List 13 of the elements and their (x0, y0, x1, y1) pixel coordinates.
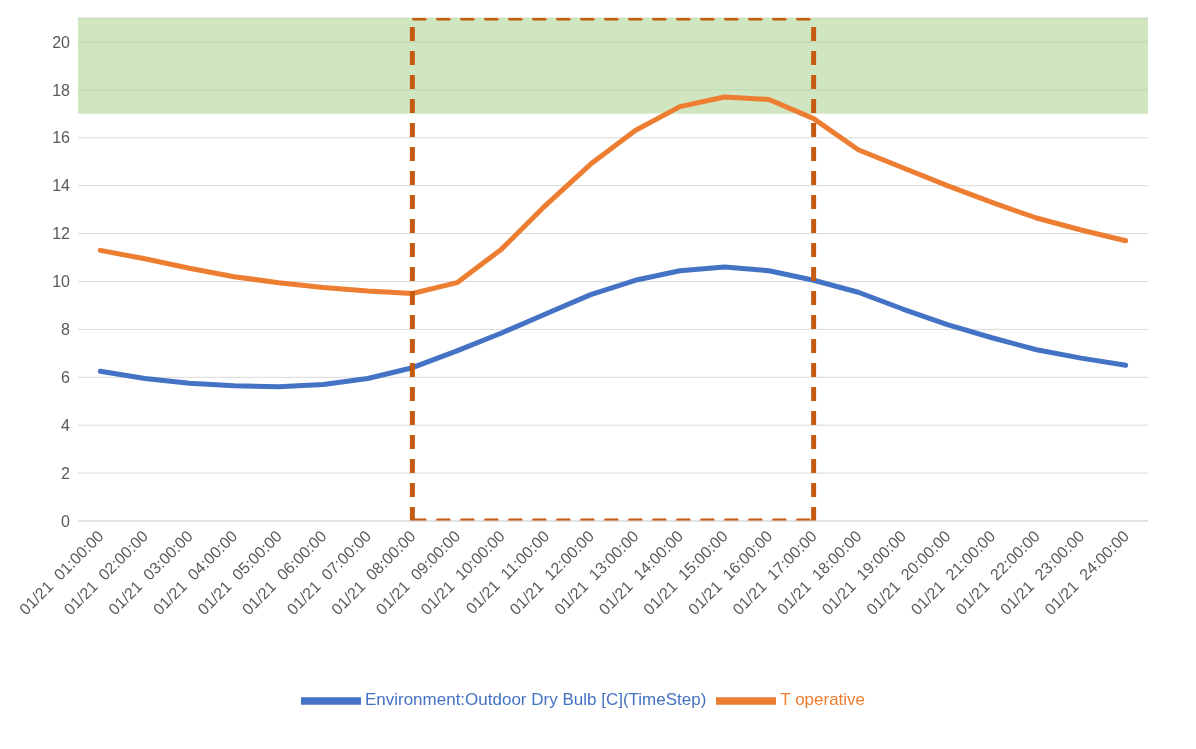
y-tick-label: 12 (52, 225, 71, 243)
legend-label: T operative (780, 690, 866, 710)
y-tick-label: 16 (52, 129, 71, 147)
y-tick-label: 18 (52, 81, 71, 99)
y-tick-label: 14 (52, 177, 71, 195)
y-tick-label: 2 (61, 464, 71, 482)
y-tick-label: 6 (61, 368, 71, 386)
y-tick-label: 4 (61, 416, 71, 434)
legend-label: Environment:Outdoor Dry Bulb [C](TimeStep) (364, 690, 707, 710)
y-tick-label: 20 (52, 33, 71, 51)
y-tick-label: 0 (61, 512, 71, 530)
y-tick-label: 10 (52, 273, 71, 291)
y-tick-label: 8 (61, 321, 71, 339)
